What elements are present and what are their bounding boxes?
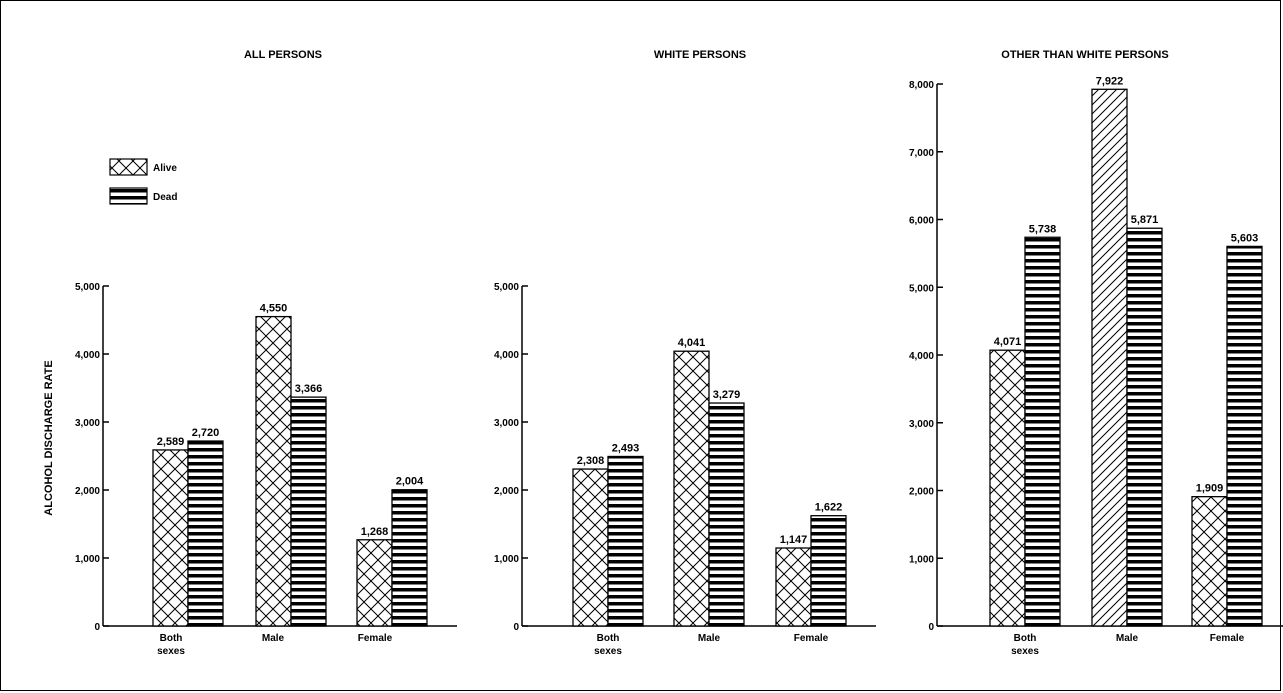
y-tick-label: 2,000 [75, 486, 100, 497]
bar-alive [1191, 496, 1228, 627]
bar-dead [290, 396, 327, 627]
bar-dead [708, 402, 745, 627]
legend: Alive Dead [109, 158, 177, 205]
y-tick-label: 3,000 [494, 418, 519, 429]
y-tick-label: 6,000 [909, 216, 934, 227]
category-label: sexes [1011, 646, 1039, 657]
bar-dead [1126, 227, 1163, 627]
category-label: sexes [594, 646, 622, 657]
category-label: Female [794, 633, 829, 644]
category-label: Female [358, 633, 393, 644]
data-label: 5,603 [1231, 232, 1259, 244]
bar-alive [673, 350, 710, 627]
y-tick-label: 5,000 [494, 282, 519, 293]
category-label: Both [597, 633, 620, 644]
data-label: 7,922 [1096, 75, 1124, 87]
data-label: 1,909 [1196, 483, 1224, 495]
bar-alive [989, 349, 1026, 627]
data-label: 2,720 [192, 427, 220, 439]
y-tick-label: 1,000 [909, 554, 934, 565]
data-label: 4,041 [678, 337, 706, 349]
data-label: 4,071 [994, 336, 1022, 348]
category-label: Male [698, 633, 721, 644]
category-label: Male [262, 633, 285, 644]
data-label: 2,004 [396, 476, 424, 488]
data-label: 1,622 [815, 502, 843, 514]
bar-dead [391, 489, 428, 627]
category-label: Male [1116, 633, 1139, 644]
y-axis-label: ALCOHOL DISCHARGE RATE [43, 360, 55, 515]
y-tick-label: 8,000 [909, 80, 934, 91]
data-label: 2,493 [612, 442, 640, 454]
panel-title-other: OTHER THAN WHITE PERSONS [1001, 49, 1168, 61]
legend-label-alive: Alive [153, 163, 177, 174]
y-tick-label: 2,000 [494, 486, 519, 497]
y-tick-label: 3,000 [75, 418, 100, 429]
y-tick-label: 4,000 [494, 350, 519, 361]
legend-swatch-alive [109, 158, 148, 176]
legend-swatch-dead [109, 187, 148, 205]
bar-dead [810, 515, 847, 627]
data-label: 3,279 [713, 389, 741, 401]
y-tick-label: 7,000 [909, 148, 934, 159]
data-label: 1,147 [780, 534, 808, 546]
data-label: 5,738 [1029, 223, 1057, 235]
category-label: Female [1210, 633, 1245, 644]
bar-alive [255, 315, 292, 627]
y-tick-label: 5,000 [75, 282, 100, 293]
category-label: Both [1014, 633, 1037, 644]
data-label: 1,268 [361, 526, 389, 538]
data-label: 2,308 [577, 455, 605, 467]
y-tick-label: 1,000 [494, 554, 519, 565]
y-tick-label: 4,000 [909, 351, 934, 362]
bar-alive [775, 547, 812, 627]
bar-alive [152, 449, 189, 627]
y-tick-label: 4,000 [75, 350, 100, 361]
category-label: Both [160, 633, 183, 644]
data-label: 3,366 [295, 383, 323, 395]
y-tick-label: 1,000 [75, 554, 100, 565]
bar-dead [187, 440, 224, 627]
y-tick-label: 0 [928, 622, 934, 633]
bar-dead [1024, 236, 1061, 627]
data-label: 5,871 [1131, 214, 1159, 226]
bar-alive [572, 468, 609, 627]
legend-label-dead: Dead [153, 192, 177, 203]
y-tick-label: 5,000 [909, 283, 934, 294]
data-label: 4,550 [260, 303, 288, 315]
panel-title-white: WHITE PERSONS [654, 49, 746, 61]
category-label: sexes [157, 646, 185, 657]
y-tick-label: 3,000 [909, 419, 934, 430]
bar-dead [607, 455, 644, 627]
data-label: 2,589 [157, 436, 185, 448]
bar-alive [1091, 88, 1128, 627]
panel-title-all: ALL PERSONS [244, 49, 322, 61]
bar-dead [1226, 245, 1263, 627]
y-tick-label: 0 [94, 622, 100, 633]
bar-alive [356, 539, 393, 627]
y-tick-label: 2,000 [909, 487, 934, 498]
y-tick-label: 0 [513, 622, 519, 633]
